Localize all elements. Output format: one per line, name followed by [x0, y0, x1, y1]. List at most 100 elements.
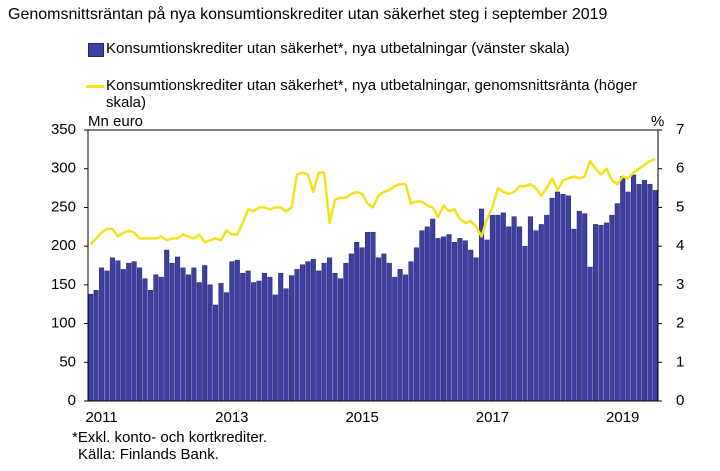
bar — [489, 214, 495, 402]
bar — [565, 195, 571, 402]
bar — [207, 284, 213, 402]
bar — [408, 261, 414, 402]
bar — [120, 269, 126, 402]
bar — [316, 270, 322, 402]
bar — [495, 214, 501, 402]
bar — [359, 247, 365, 402]
y2-tick-label: 4 — [676, 237, 684, 254]
y-tick-label: 200 — [51, 237, 76, 254]
bar — [544, 214, 550, 402]
bar — [261, 272, 267, 402]
bar — [435, 238, 441, 402]
y2-tick-label: 0 — [676, 392, 684, 409]
bar — [299, 264, 305, 402]
bar — [365, 231, 371, 402]
bar — [305, 261, 311, 402]
bar — [240, 272, 246, 402]
y2-tick-label: 1 — [676, 353, 684, 370]
bar — [641, 180, 647, 402]
legend-label: Konsumtionskrediter utan säkerhet*, nya … — [106, 40, 570, 57]
bar — [289, 275, 295, 402]
bar — [191, 267, 197, 402]
bar — [462, 240, 468, 402]
bar — [332, 272, 338, 402]
bar — [93, 290, 99, 402]
y-axis-title: Mn euro — [88, 113, 144, 130]
bar — [479, 208, 485, 402]
y-tick-label: 0 — [68, 392, 76, 409]
bar — [527, 216, 533, 402]
bar — [343, 262, 349, 402]
bar — [424, 226, 430, 402]
x-tick-label: 2019 — [606, 409, 639, 426]
bar — [147, 290, 153, 402]
footnote: *Exkl. konto- och kortkrediter. — [72, 429, 268, 446]
bar — [229, 261, 235, 402]
y2-tick-label: 3 — [676, 276, 684, 293]
bar — [538, 224, 544, 402]
bar — [576, 211, 582, 402]
bar — [614, 203, 620, 402]
legend-swatch — [86, 85, 104, 88]
bar — [457, 238, 463, 402]
y-tick-label: 100 — [51, 315, 76, 332]
x-tick-label: 2013 — [215, 409, 248, 426]
bar — [104, 270, 110, 402]
bar — [647, 183, 653, 402]
y-tick-label: 250 — [51, 198, 76, 215]
bar — [533, 230, 539, 402]
bar — [169, 262, 175, 402]
bar — [115, 260, 121, 402]
bar — [517, 226, 523, 402]
bar — [522, 245, 528, 402]
y2-tick-label: 6 — [676, 160, 684, 177]
x-tick-label: 2015 — [345, 409, 378, 426]
bar — [348, 253, 354, 402]
bar — [142, 278, 148, 402]
bar — [267, 276, 273, 402]
bar — [256, 280, 262, 402]
bar — [430, 218, 436, 402]
bar — [202, 265, 208, 402]
bar — [321, 262, 327, 402]
bar — [386, 262, 392, 402]
bar — [278, 272, 284, 402]
bar — [126, 262, 132, 402]
bar — [468, 249, 474, 402]
bar — [652, 190, 658, 402]
x-tick-label: 2011 — [85, 409, 117, 426]
bar — [446, 234, 452, 402]
bar — [109, 257, 115, 402]
bar — [511, 216, 517, 402]
bar — [370, 231, 376, 402]
y-tick-label: 350 — [51, 121, 76, 138]
x-tick-label: 2017 — [476, 409, 509, 426]
bar — [603, 222, 609, 402]
bar — [419, 230, 425, 402]
bar — [294, 269, 300, 402]
bar — [598, 224, 604, 402]
bar — [636, 183, 642, 402]
bar — [506, 226, 512, 402]
bar — [354, 242, 360, 402]
bar — [164, 249, 170, 402]
bar — [137, 267, 143, 402]
bar — [484, 239, 490, 402]
bar — [213, 304, 219, 402]
bar — [381, 253, 387, 402]
bar — [560, 194, 566, 402]
y-tick-label: 300 — [51, 160, 76, 177]
bar — [555, 191, 561, 402]
plot-frame — [87, 129, 659, 402]
bar — [413, 247, 419, 402]
legend-label: Konsumtionskrediter utan säkerhet*, nya … — [106, 77, 638, 111]
legend-swatch — [88, 43, 104, 57]
bar — [251, 282, 257, 402]
bar — [283, 288, 289, 402]
bar — [175, 256, 181, 402]
bar — [180, 267, 186, 402]
bar — [441, 236, 447, 402]
bar — [158, 276, 164, 402]
bar — [327, 257, 333, 402]
